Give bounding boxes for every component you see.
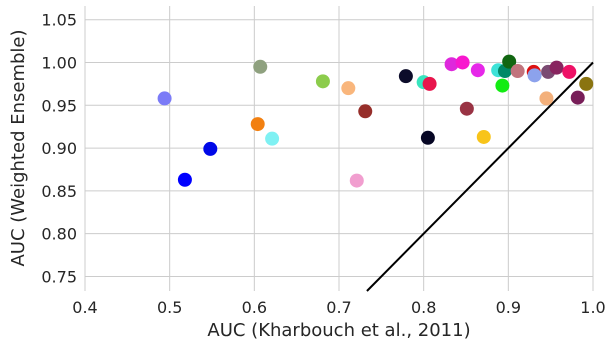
y-tick-label: 0.90 <box>41 139 77 158</box>
x-tick-label: 0.5 <box>157 298 182 317</box>
data-point <box>341 81 356 96</box>
data-point <box>562 64 577 79</box>
x-tick-labels: 0.4 0.5 0.6 0.7 0.8 0.9 1.0 <box>72 298 605 317</box>
data-point <box>398 69 413 84</box>
y-tick-label: 0.85 <box>41 182 77 201</box>
x-tick-label: 0.9 <box>496 298 521 317</box>
data-point <box>495 78 510 93</box>
y-axis-label: AUC (Weighted Ensemble) <box>8 29 29 266</box>
x-tick-label: 0.6 <box>242 298 267 317</box>
data-point <box>455 55 470 70</box>
data-point <box>203 141 218 156</box>
data-point <box>265 131 280 146</box>
data-point <box>470 63 485 78</box>
data-point <box>349 173 364 188</box>
data-point <box>527 68 542 83</box>
data-point <box>570 90 585 105</box>
data-point <box>315 74 330 89</box>
data-point <box>250 117 265 132</box>
y-tick-label: 0.75 <box>41 267 77 286</box>
x-tick-label: 0.8 <box>411 298 436 317</box>
data-point <box>444 57 459 72</box>
data-point <box>459 101 474 116</box>
data-point <box>157 91 172 106</box>
reference-line-group <box>366 61 594 292</box>
data-point <box>476 129 491 144</box>
x-tick-label: 1.0 <box>580 298 605 317</box>
data-point <box>502 54 517 69</box>
y-tick-labels: 0.75 0.80 0.85 0.90 0.95 1.00 1.05 <box>41 11 77 287</box>
data-point <box>177 172 192 187</box>
data-point <box>420 130 435 145</box>
x-tick-label: 0.4 <box>72 298 97 317</box>
data-point <box>510 64 525 79</box>
data-point <box>549 60 564 75</box>
data-point <box>358 104 373 119</box>
y-tick-label: 0.80 <box>41 225 77 244</box>
data-point <box>539 91 554 106</box>
data-points <box>157 54 594 188</box>
x-tick-label: 0.7 <box>326 298 351 317</box>
data-point <box>422 76 437 91</box>
data-point <box>253 59 268 74</box>
data-point <box>579 76 594 91</box>
y-tick-label: 1.05 <box>41 11 77 30</box>
y-tick-label: 0.95 <box>41 96 77 115</box>
reference-line <box>366 61 594 292</box>
x-axis-label: AUC (Kharbouch et al., 2011) <box>207 320 470 341</box>
y-tick-label: 1.00 <box>41 53 77 72</box>
